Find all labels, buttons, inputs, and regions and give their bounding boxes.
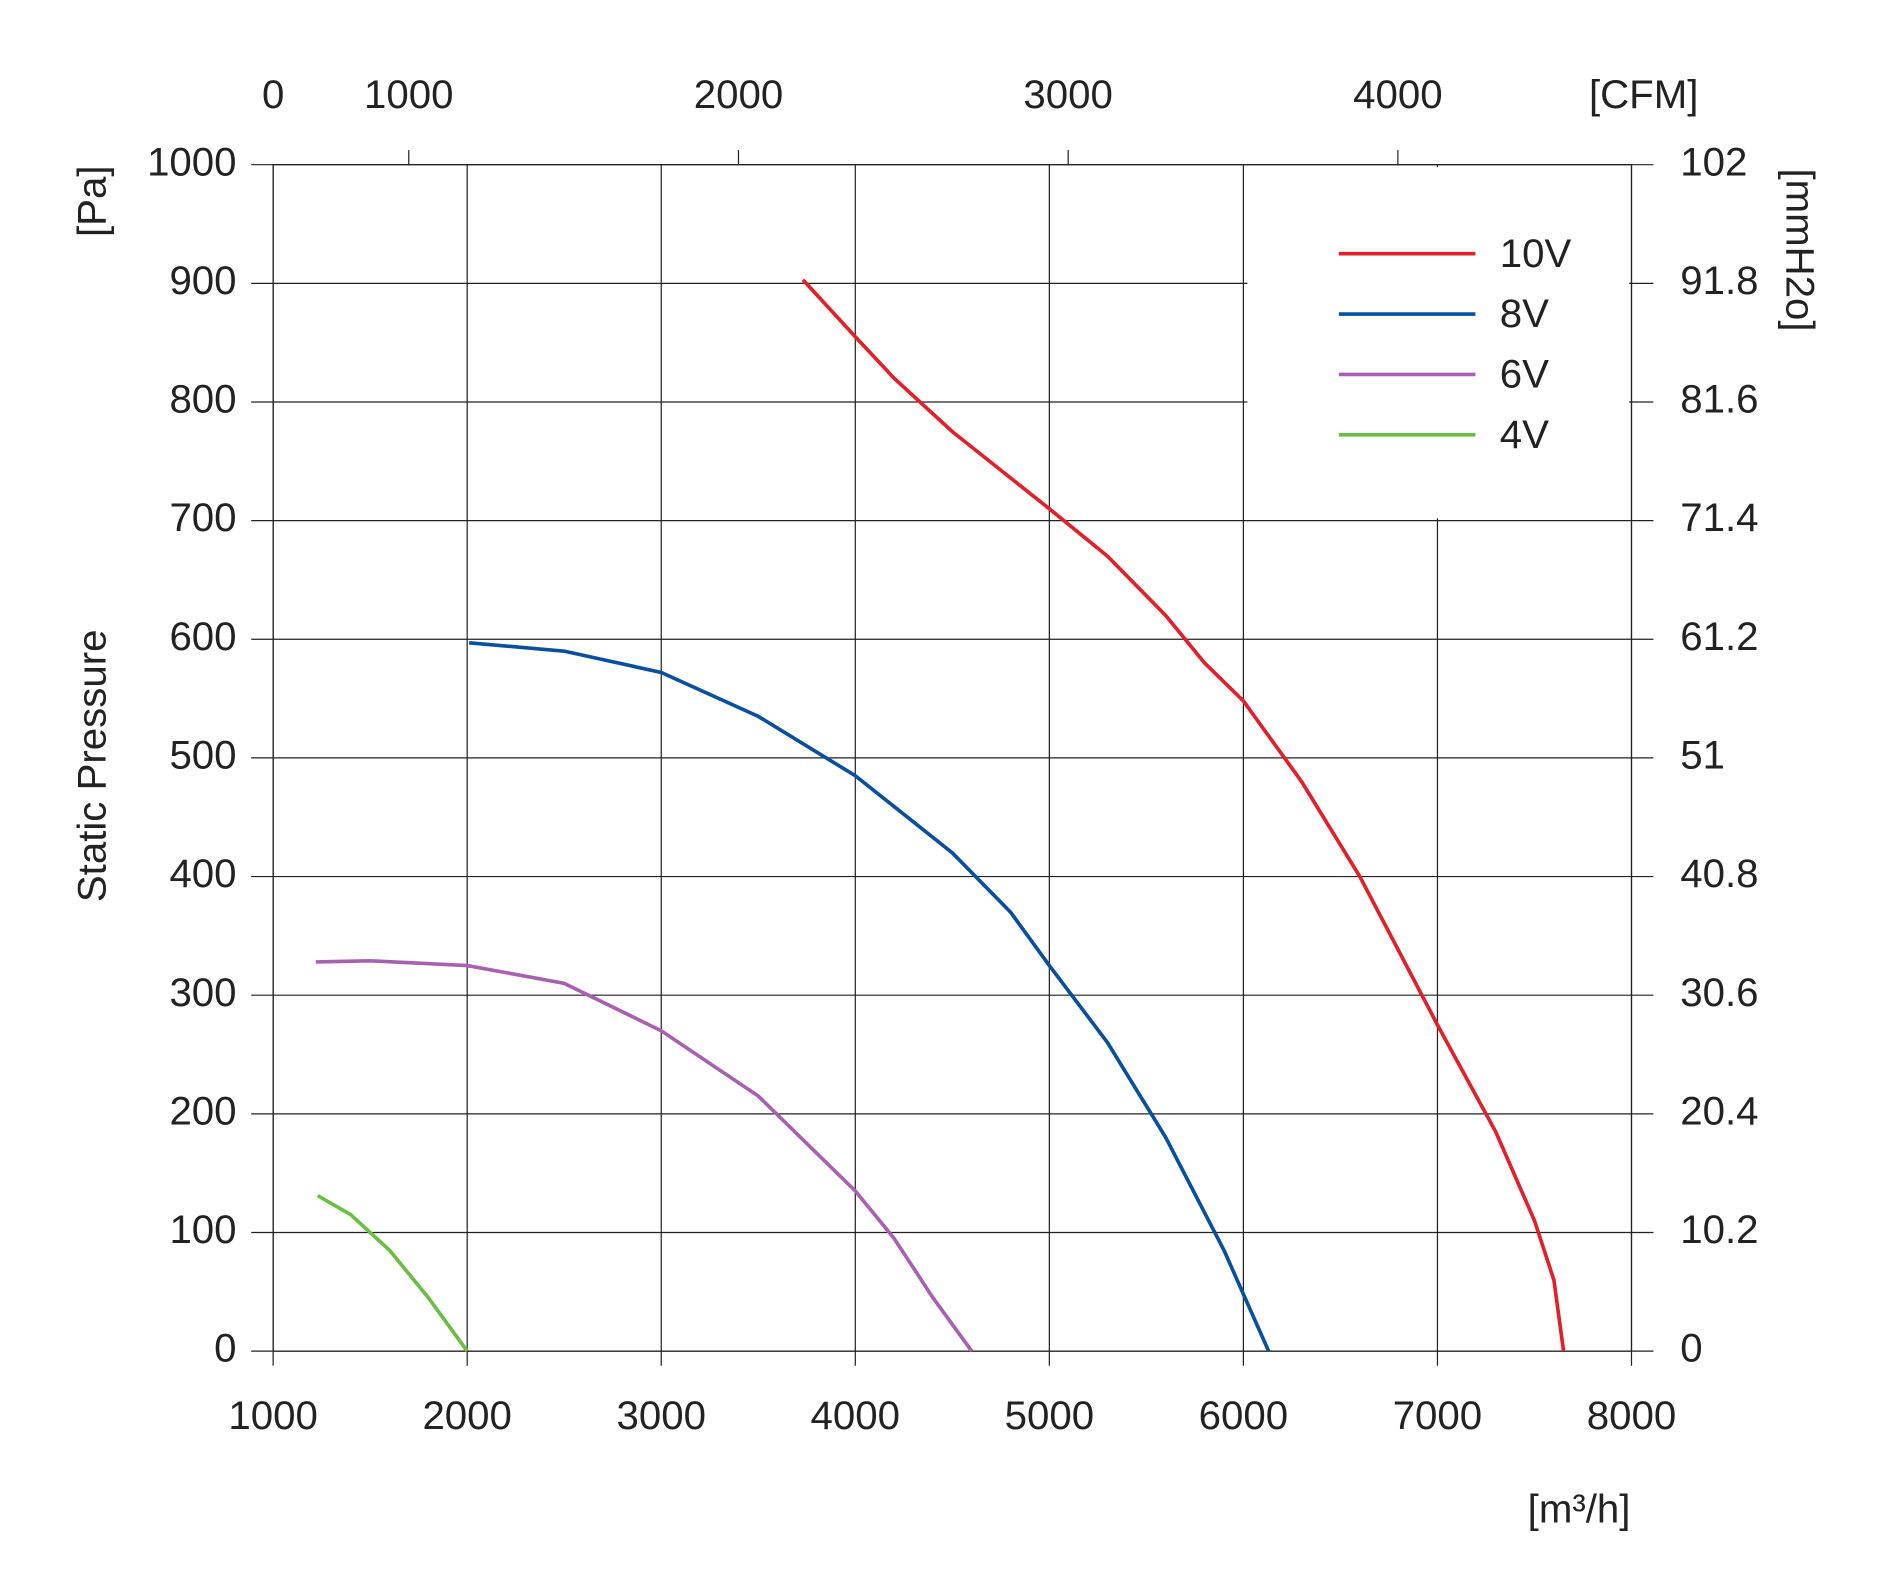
series-line	[801, 278, 1566, 1352]
legend-label: 8V	[1500, 291, 1549, 336]
x-tick-label: 2000	[422, 1393, 511, 1438]
y-tick-label: 400	[169, 851, 236, 896]
y2-tick-label: 10.2	[1680, 1207, 1758, 1252]
y-tick-label: 300	[169, 970, 236, 1015]
y-tick-label: 500	[169, 733, 236, 778]
y-tick-label: 700	[169, 495, 236, 540]
y-tick-label: 200	[169, 1088, 236, 1133]
x2-tick-label: 4000	[1353, 72, 1442, 117]
x-tick-label: 5000	[1005, 1393, 1094, 1438]
y-tick-label: 800	[169, 377, 236, 422]
y-tick-label: 1000	[147, 139, 236, 184]
x2-tick-label: 1000	[364, 72, 453, 117]
y-unit: [Pa]	[70, 165, 115, 237]
series-line	[315, 958, 974, 1353]
x-unit: [m³/h]	[1528, 1487, 1631, 1532]
x2-tick-label: 0	[262, 72, 284, 117]
y-tick-label: 100	[169, 1207, 236, 1252]
x-tick-label: 4000	[811, 1393, 900, 1438]
x-tick-label: 8000	[1587, 1393, 1676, 1438]
x2-tick-label: 2000	[694, 72, 783, 117]
plot-frame	[272, 164, 1633, 1352]
y-tick-label: 900	[169, 258, 236, 303]
y2-tick-label: 40.8	[1680, 851, 1758, 896]
y2-tick-label: 81.6	[1680, 377, 1758, 422]
x2-tick-label: 3000	[1023, 72, 1112, 117]
series-line	[316, 1194, 469, 1353]
y2-tick-label: 91.8	[1680, 258, 1758, 303]
y2-tick-label: 71.4	[1680, 495, 1758, 540]
x-tick-label: 7000	[1393, 1393, 1482, 1438]
y2-tick-label: 61.2	[1680, 614, 1758, 659]
legend-label: 6V	[1500, 351, 1549, 396]
legend-label: 10V	[1500, 231, 1572, 276]
y2-unit: [mmH2o]	[1778, 168, 1823, 331]
x-tick-label: 3000	[616, 1393, 705, 1438]
y2-tick-label: 30.6	[1680, 970, 1758, 1015]
y2-tick-label: 102	[1680, 139, 1747, 184]
x-tick-label: 6000	[1199, 1393, 1288, 1438]
x-tick-label: 1000	[228, 1393, 317, 1438]
x2-unit: [CFM]	[1589, 72, 1698, 117]
series-line	[468, 641, 1271, 1352]
legend-box	[1247, 167, 1630, 519]
y-axis-label: Static Pressure	[70, 629, 115, 902]
y-tick-label: 0	[214, 1326, 236, 1371]
y2-tick-label: 20.4	[1680, 1088, 1758, 1133]
y-tick-label: 600	[169, 614, 236, 659]
y2-tick-label: 51	[1680, 733, 1725, 778]
y2-tick-label: 0	[1680, 1326, 1702, 1371]
legend-label: 4V	[1500, 412, 1549, 457]
